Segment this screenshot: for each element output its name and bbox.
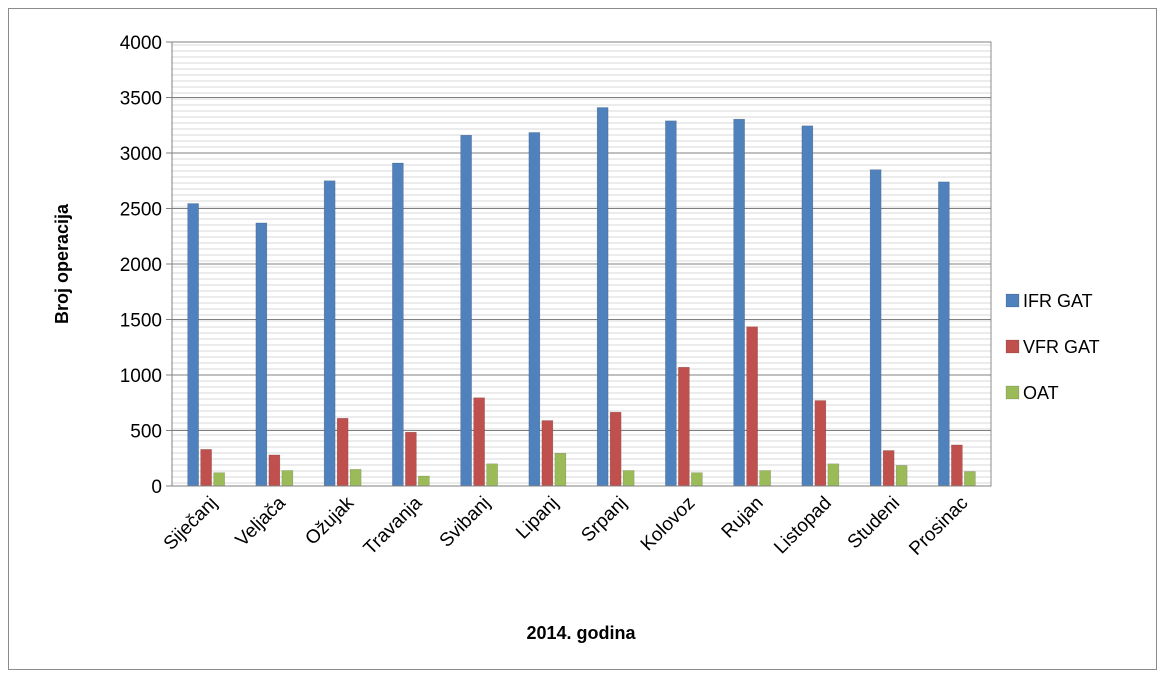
bar-oat-2 — [349, 469, 362, 487]
legend-swatch-vfr-gat — [1005, 339, 1020, 354]
bar-vfr-gat-11 — [951, 444, 963, 487]
y-tick-label: 2000 — [120, 255, 162, 276]
bar-ifr-gat-11 — [938, 181, 950, 487]
y-tick-label: 1000 — [120, 366, 162, 387]
legend-swatch-oat — [1005, 385, 1020, 400]
y-tick-label: 3000 — [120, 144, 162, 165]
bar-ifr-gat-6 — [596, 107, 609, 487]
bar-vfr-gat-4 — [473, 397, 485, 487]
x-tick-label: Kolovoz — [637, 493, 700, 556]
y-tick-label: 1500 — [120, 311, 162, 332]
x-tick-label: Siječanj — [160, 493, 222, 555]
y-tick-label: 4000 — [120, 33, 162, 54]
bar-oat-7 — [691, 472, 703, 487]
y-tick-labels: 0 500 1000 1500 2000 2500 3000 3500 4000 — [120, 33, 162, 498]
bar-vfr-gat-2 — [336, 418, 349, 487]
x-tick-label: Studeni — [844, 493, 904, 553]
gridlines — [166, 41, 991, 487]
x-tick-label: Listopad — [770, 493, 836, 559]
x-tick-label: Veljača — [232, 492, 290, 550]
bar-vfr-gat-3 — [405, 431, 417, 487]
x-tick-label: Travanja — [360, 492, 427, 559]
bar-oat-11 — [964, 471, 976, 487]
bar-ifr-gat-5 — [528, 132, 541, 487]
bar-oat-3 — [418, 475, 430, 487]
y-tick-label: 2500 — [120, 200, 162, 221]
bar-vfr-gat-10 — [882, 450, 895, 487]
bar-ifr-gat-4 — [460, 134, 472, 487]
legend-label: VFR GAT — [1023, 337, 1100, 357]
bar-ifr-gat-9 — [801, 125, 814, 487]
bar-vfr-gat-6 — [609, 411, 622, 487]
bar-ifr-gat-2 — [323, 180, 336, 487]
y-tick-label: 0 — [151, 477, 162, 498]
x-tick-label: Lipanj — [512, 493, 563, 544]
legend-label: IFR GAT — [1023, 291, 1093, 311]
y-tick-label: 500 — [130, 422, 162, 443]
bar-ifr-gat-8 — [733, 118, 745, 487]
legend: IFR GAT VFR GAT OAT — [1005, 291, 1100, 403]
x-tick-label: Svibanj — [436, 493, 495, 552]
x-tick-label: Rujan — [718, 493, 768, 543]
bar-oat-10 — [895, 465, 908, 487]
bar-ifr-gat-0 — [187, 203, 199, 487]
bar-oat-6 — [622, 470, 635, 487]
bar-vfr-gat-5 — [541, 420, 554, 487]
bar-oat-5 — [554, 453, 567, 487]
bar-vfr-gat-8 — [746, 326, 758, 487]
bar-vfr-gat-7 — [678, 366, 690, 487]
bar-oat-0 — [213, 472, 225, 487]
bar-ifr-gat-7 — [665, 120, 677, 487]
bar-oat-9 — [827, 463, 840, 487]
bar-vfr-gat-1 — [268, 454, 281, 487]
y-tick-label: 3500 — [120, 89, 162, 110]
legend-swatch-ifr-gat — [1005, 293, 1020, 308]
bar-oat-1 — [281, 470, 294, 487]
x-tick-label: Srpanj — [577, 493, 631, 547]
x-tick-labels: Siječanj Veljača Ožujak Travanja Svibanj Lipa… — [160, 492, 973, 559]
x-tick-label: Ožujak — [301, 492, 358, 549]
legend-label: OAT — [1023, 383, 1059, 403]
x-tick-label: Prosinac — [905, 493, 972, 560]
x-axis-title: 2014. godina — [526, 623, 636, 643]
y-axis-title: Broj operacija — [52, 203, 72, 324]
bar-ifr-gat-1 — [255, 222, 268, 487]
bars — [171, 42, 991, 487]
bar-oat-8 — [759, 470, 771, 487]
bar-vfr-gat-0 — [200, 449, 212, 487]
bar-oat-4 — [486, 463, 498, 487]
bar-ifr-gat-10 — [869, 169, 882, 487]
bar-vfr-gat-9 — [814, 400, 827, 487]
bar-ifr-gat-3 — [392, 162, 404, 487]
